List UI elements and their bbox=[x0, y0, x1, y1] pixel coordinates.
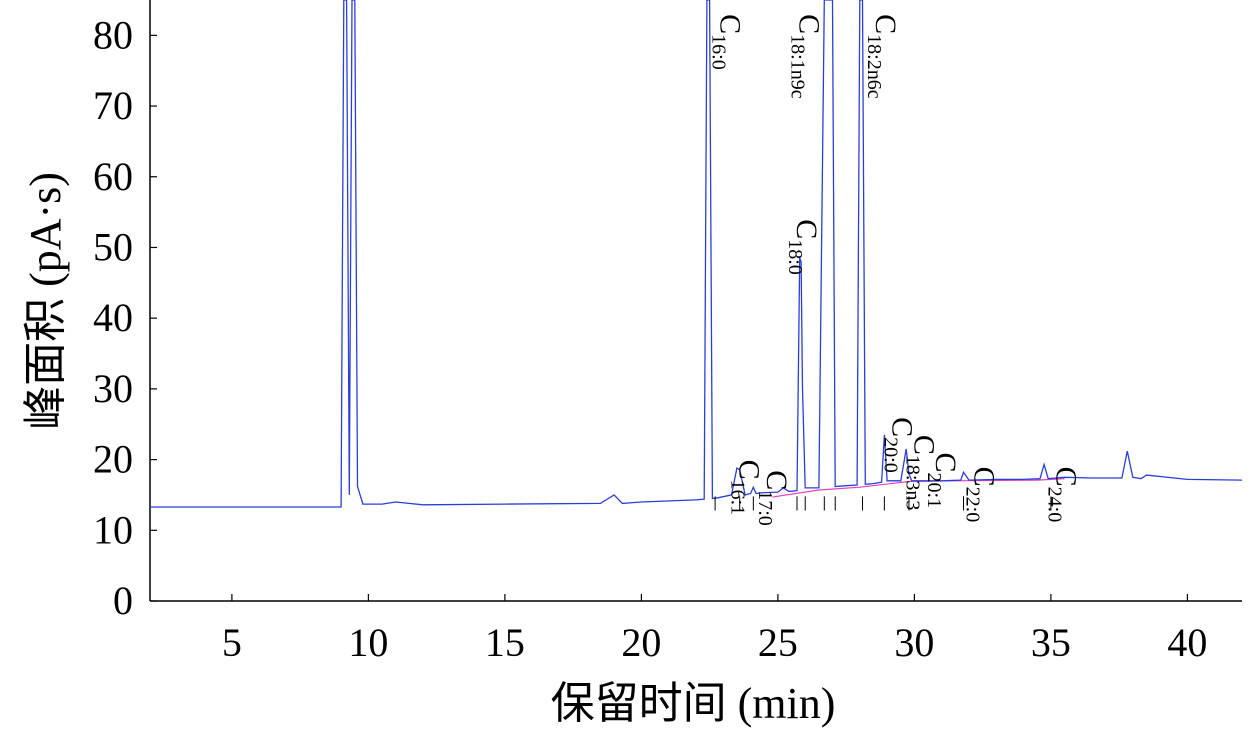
signal-group bbox=[150, 0, 1242, 508]
peak-label-base: C bbox=[733, 460, 766, 480]
peak-label-subscript: 24:0 bbox=[1043, 487, 1065, 523]
x-tick-label: 10 bbox=[348, 620, 388, 665]
x-tick-label: 25 bbox=[758, 620, 798, 665]
peak-label-subscript: 18:1n9c bbox=[787, 34, 809, 99]
y-tick-label: 10 bbox=[93, 507, 133, 552]
x-tick-label: 5 bbox=[222, 620, 242, 665]
peak-label-subscript: 22:0 bbox=[961, 487, 983, 523]
peak-label: C24:0 bbox=[1043, 467, 1082, 523]
peak-label-subscript: 18:2n6c bbox=[863, 34, 885, 99]
peak-label: C20:0 bbox=[880, 417, 919, 473]
y-tick-label: 20 bbox=[93, 437, 133, 482]
x-tick-label: 15 bbox=[485, 620, 525, 665]
y-tick-label: 70 bbox=[93, 83, 133, 128]
y-tick-label: 60 bbox=[93, 154, 133, 199]
peak-markers bbox=[714, 496, 1052, 511]
peak-label: C18:3n3 bbox=[901, 435, 940, 511]
peak-label: C18:2n6c bbox=[863, 14, 902, 99]
peak-label: C22:0 bbox=[961, 467, 1000, 523]
x-axis-title: 保留时间 (min) bbox=[551, 679, 836, 728]
peak-label-subscript: 17:0 bbox=[754, 490, 776, 526]
x-tick-label: 40 bbox=[1167, 620, 1207, 665]
x-tick-label: 35 bbox=[1031, 620, 1071, 665]
peak-label-subscript: 20:0 bbox=[880, 437, 902, 473]
peak-label: C20:1 bbox=[923, 453, 962, 509]
peak-label-base: C bbox=[929, 453, 962, 473]
y-axis-title: 峰面积 (pA·s) bbox=[21, 172, 70, 430]
y-tick-label: 0 bbox=[113, 578, 133, 623]
peak-label-base: C bbox=[760, 470, 793, 490]
peak-label-base: C bbox=[793, 14, 826, 34]
y-tick-label: 50 bbox=[93, 224, 133, 269]
peak-label-base: C bbox=[714, 14, 747, 34]
axes: 5 10 15 20 25 30 35 40 0 10 20 30 40 50 60 70 80 bbox=[93, 0, 1242, 665]
x-tick-label: 20 bbox=[621, 620, 661, 665]
signal-line bbox=[150, 0, 1242, 508]
peak-label: C16:1 bbox=[727, 460, 766, 516]
peak-label: C18:0 bbox=[784, 219, 823, 275]
baseline-line bbox=[772, 478, 1065, 498]
peak-label: C18:1n9c bbox=[787, 14, 826, 99]
x-tick-label: 30 bbox=[894, 620, 934, 665]
y-tick-label: 30 bbox=[93, 366, 133, 411]
peak-label-base: C bbox=[886, 417, 919, 437]
peak-label-base: C bbox=[907, 435, 940, 455]
peak-label-subscript: 20:1 bbox=[923, 473, 945, 509]
peak-label-base: C bbox=[790, 219, 823, 239]
peak-label-subscript: 16:0 bbox=[708, 34, 730, 70]
peak-label: C17:0 bbox=[754, 470, 793, 526]
baseline-group bbox=[772, 478, 1065, 498]
peak-label-base: C bbox=[869, 14, 902, 34]
peak-label-subscript: 18:0 bbox=[784, 239, 806, 275]
y-tick-label: 40 bbox=[93, 295, 133, 340]
peak-label-subscript: 18:3n3 bbox=[901, 455, 923, 511]
peak-label-base: C bbox=[967, 467, 1000, 487]
peak-label: C16:0 bbox=[708, 14, 747, 70]
peak-label-subscript: 16:1 bbox=[727, 480, 749, 516]
peak-label-base: C bbox=[1049, 467, 1082, 487]
y-tick-label: 80 bbox=[93, 12, 133, 57]
